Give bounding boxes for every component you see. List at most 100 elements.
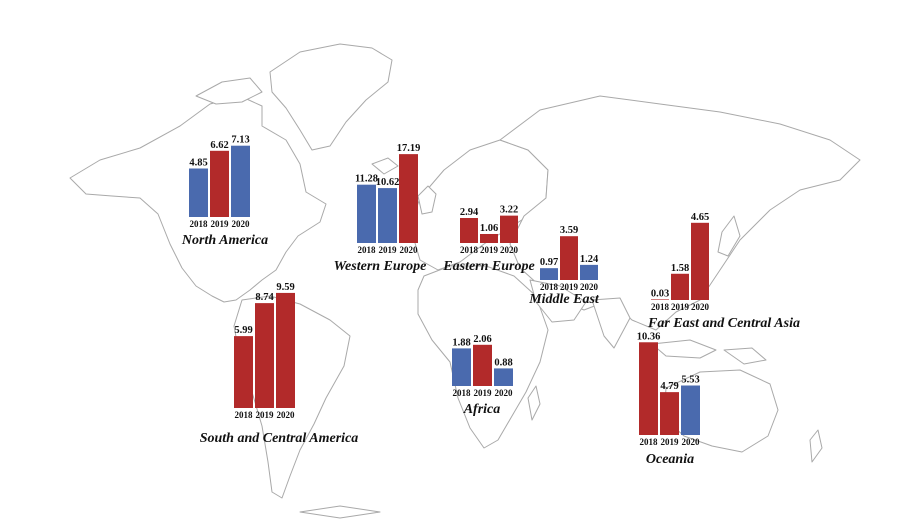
bar-value-label: 1.06 xyxy=(480,223,498,234)
region-chart: 0.03 2018 1.58 2019 4.65 2020 Far East and Cen… xyxy=(647,212,800,331)
madagascar-outline xyxy=(527,385,541,421)
bar-value-label: 8.74 xyxy=(255,292,274,303)
arabia-outline xyxy=(529,279,587,323)
greenland-outline xyxy=(269,43,393,151)
year-tick-label: 2018 xyxy=(540,282,559,292)
bar-value-label: 3.22 xyxy=(500,205,518,216)
japan-outline xyxy=(717,215,741,257)
antarctica-outline xyxy=(299,505,381,519)
year-tick-label: 2020 xyxy=(232,219,251,229)
region-chart: 10.36 2018 4.79 2019 5.53 2020 Oceania xyxy=(637,331,700,467)
region-chart: 11.28 2018 10.62 2019 17.19 2020 Western Europ… xyxy=(334,143,427,274)
bar-value-label: 5.99 xyxy=(234,325,252,336)
year-tick-label: 2018 xyxy=(453,388,472,398)
year-tick-label: 2020 xyxy=(500,245,519,255)
bar-value-label: 0.97 xyxy=(540,257,558,268)
year-tick-label: 2018 xyxy=(640,437,659,447)
bar-2019 xyxy=(378,188,397,243)
bar-2020 xyxy=(494,368,513,386)
bar-2020 xyxy=(691,222,709,300)
year-tick-label: 2020 xyxy=(682,437,701,447)
year-tick-label: 2018 xyxy=(460,245,479,255)
year-tick-label: 2018 xyxy=(651,302,670,312)
bar-2020 xyxy=(399,154,418,243)
bar-2020 xyxy=(276,292,295,408)
bar-2018 xyxy=(357,184,376,243)
bar-2019 xyxy=(210,150,229,217)
indonesia-outline xyxy=(651,339,717,359)
region-title: Middle East xyxy=(528,292,600,307)
bar-2019 xyxy=(560,236,578,280)
region-title: Far East and Central Asia xyxy=(647,316,800,331)
bar-value-label: 17.19 xyxy=(397,143,421,154)
region-chart: 1.88 2018 2.06 2019 0.88 2020 Africa xyxy=(452,334,513,417)
year-tick-label: 2018 xyxy=(190,219,209,229)
bar-value-label: 1.58 xyxy=(671,263,689,274)
year-tick-label: 2019 xyxy=(211,219,230,229)
year-tick-label: 2020 xyxy=(691,302,710,312)
year-tick-label: 2019 xyxy=(474,388,493,398)
bar-2018 xyxy=(651,299,669,300)
region-chart: 5.99 2018 8.74 2019 9.59 2020 South and Centra… xyxy=(200,282,359,446)
region-title: South and Central America xyxy=(200,431,359,446)
region-chart: 2.94 2018 1.06 2019 3.22 2020 Eastern Europe xyxy=(442,205,534,274)
british-isles-outline xyxy=(417,185,437,215)
bar-value-label: 4.79 xyxy=(660,381,678,392)
bar-2020 xyxy=(500,215,518,243)
regional-bar-charts: 4.85 2018 6.62 2019 7.13 2020 North America 11.… xyxy=(181,135,800,467)
year-tick-label: 2018 xyxy=(358,245,377,255)
bar-value-label: 9.59 xyxy=(276,282,294,293)
iceland-outline xyxy=(371,157,399,175)
bar-2019 xyxy=(255,303,274,408)
bar-value-label: 1.88 xyxy=(452,337,470,348)
bar-2018 xyxy=(234,336,253,408)
year-tick-label: 2018 xyxy=(235,410,254,420)
bar-value-label: 5.53 xyxy=(681,375,699,386)
bar-value-label: 1.24 xyxy=(580,254,599,265)
region-title: Eastern Europe xyxy=(442,259,534,274)
bar-value-label: 4.85 xyxy=(189,158,207,169)
bar-2020 xyxy=(681,385,700,435)
bar-2019 xyxy=(671,273,689,300)
bar-value-label: 10.36 xyxy=(637,331,661,342)
bar-value-label: 3.59 xyxy=(560,225,578,236)
india-outline xyxy=(591,297,631,349)
bar-value-label: 10.62 xyxy=(376,177,400,188)
bar-2018 xyxy=(452,348,471,386)
year-tick-label: 2019 xyxy=(560,282,579,292)
bar-value-label: 0.03 xyxy=(651,288,669,299)
year-tick-label: 2019 xyxy=(661,437,680,447)
bar-value-label: 0.88 xyxy=(494,357,512,368)
bar-2018 xyxy=(540,268,558,280)
year-tick-label: 2020 xyxy=(400,245,419,255)
bar-2020 xyxy=(231,145,250,217)
year-tick-label: 2020 xyxy=(495,388,514,398)
bar-2018 xyxy=(189,168,208,217)
bar-2019 xyxy=(480,233,498,243)
year-tick-label: 2020 xyxy=(580,282,599,292)
region-chart: 4.85 2018 6.62 2019 7.13 2020 North America xyxy=(181,135,268,248)
bar-2020 xyxy=(580,264,598,280)
region-title: Africa xyxy=(463,402,501,417)
year-tick-label: 2019 xyxy=(379,245,398,255)
year-tick-label: 2019 xyxy=(480,245,499,255)
bar-value-label: 7.13 xyxy=(231,135,249,146)
year-tick-label: 2020 xyxy=(277,410,296,420)
year-tick-label: 2019 xyxy=(671,302,690,312)
bar-2019 xyxy=(473,344,492,386)
region-title: Oceania xyxy=(646,452,694,467)
region-title: Western Europe xyxy=(334,259,427,274)
bar-value-label: 6.62 xyxy=(210,140,228,151)
new-zealand-outline xyxy=(809,429,823,463)
bar-2019 xyxy=(660,392,679,435)
bar-2018 xyxy=(639,342,658,435)
bar-value-label: 2.94 xyxy=(460,207,479,218)
new-guinea-outline xyxy=(723,347,767,365)
bar-value-label: 11.28 xyxy=(355,174,378,185)
arctic-islands-outline xyxy=(195,77,263,105)
year-tick-label: 2019 xyxy=(256,410,275,420)
region-title: North America xyxy=(181,233,268,248)
bar-value-label: 2.06 xyxy=(473,334,491,345)
